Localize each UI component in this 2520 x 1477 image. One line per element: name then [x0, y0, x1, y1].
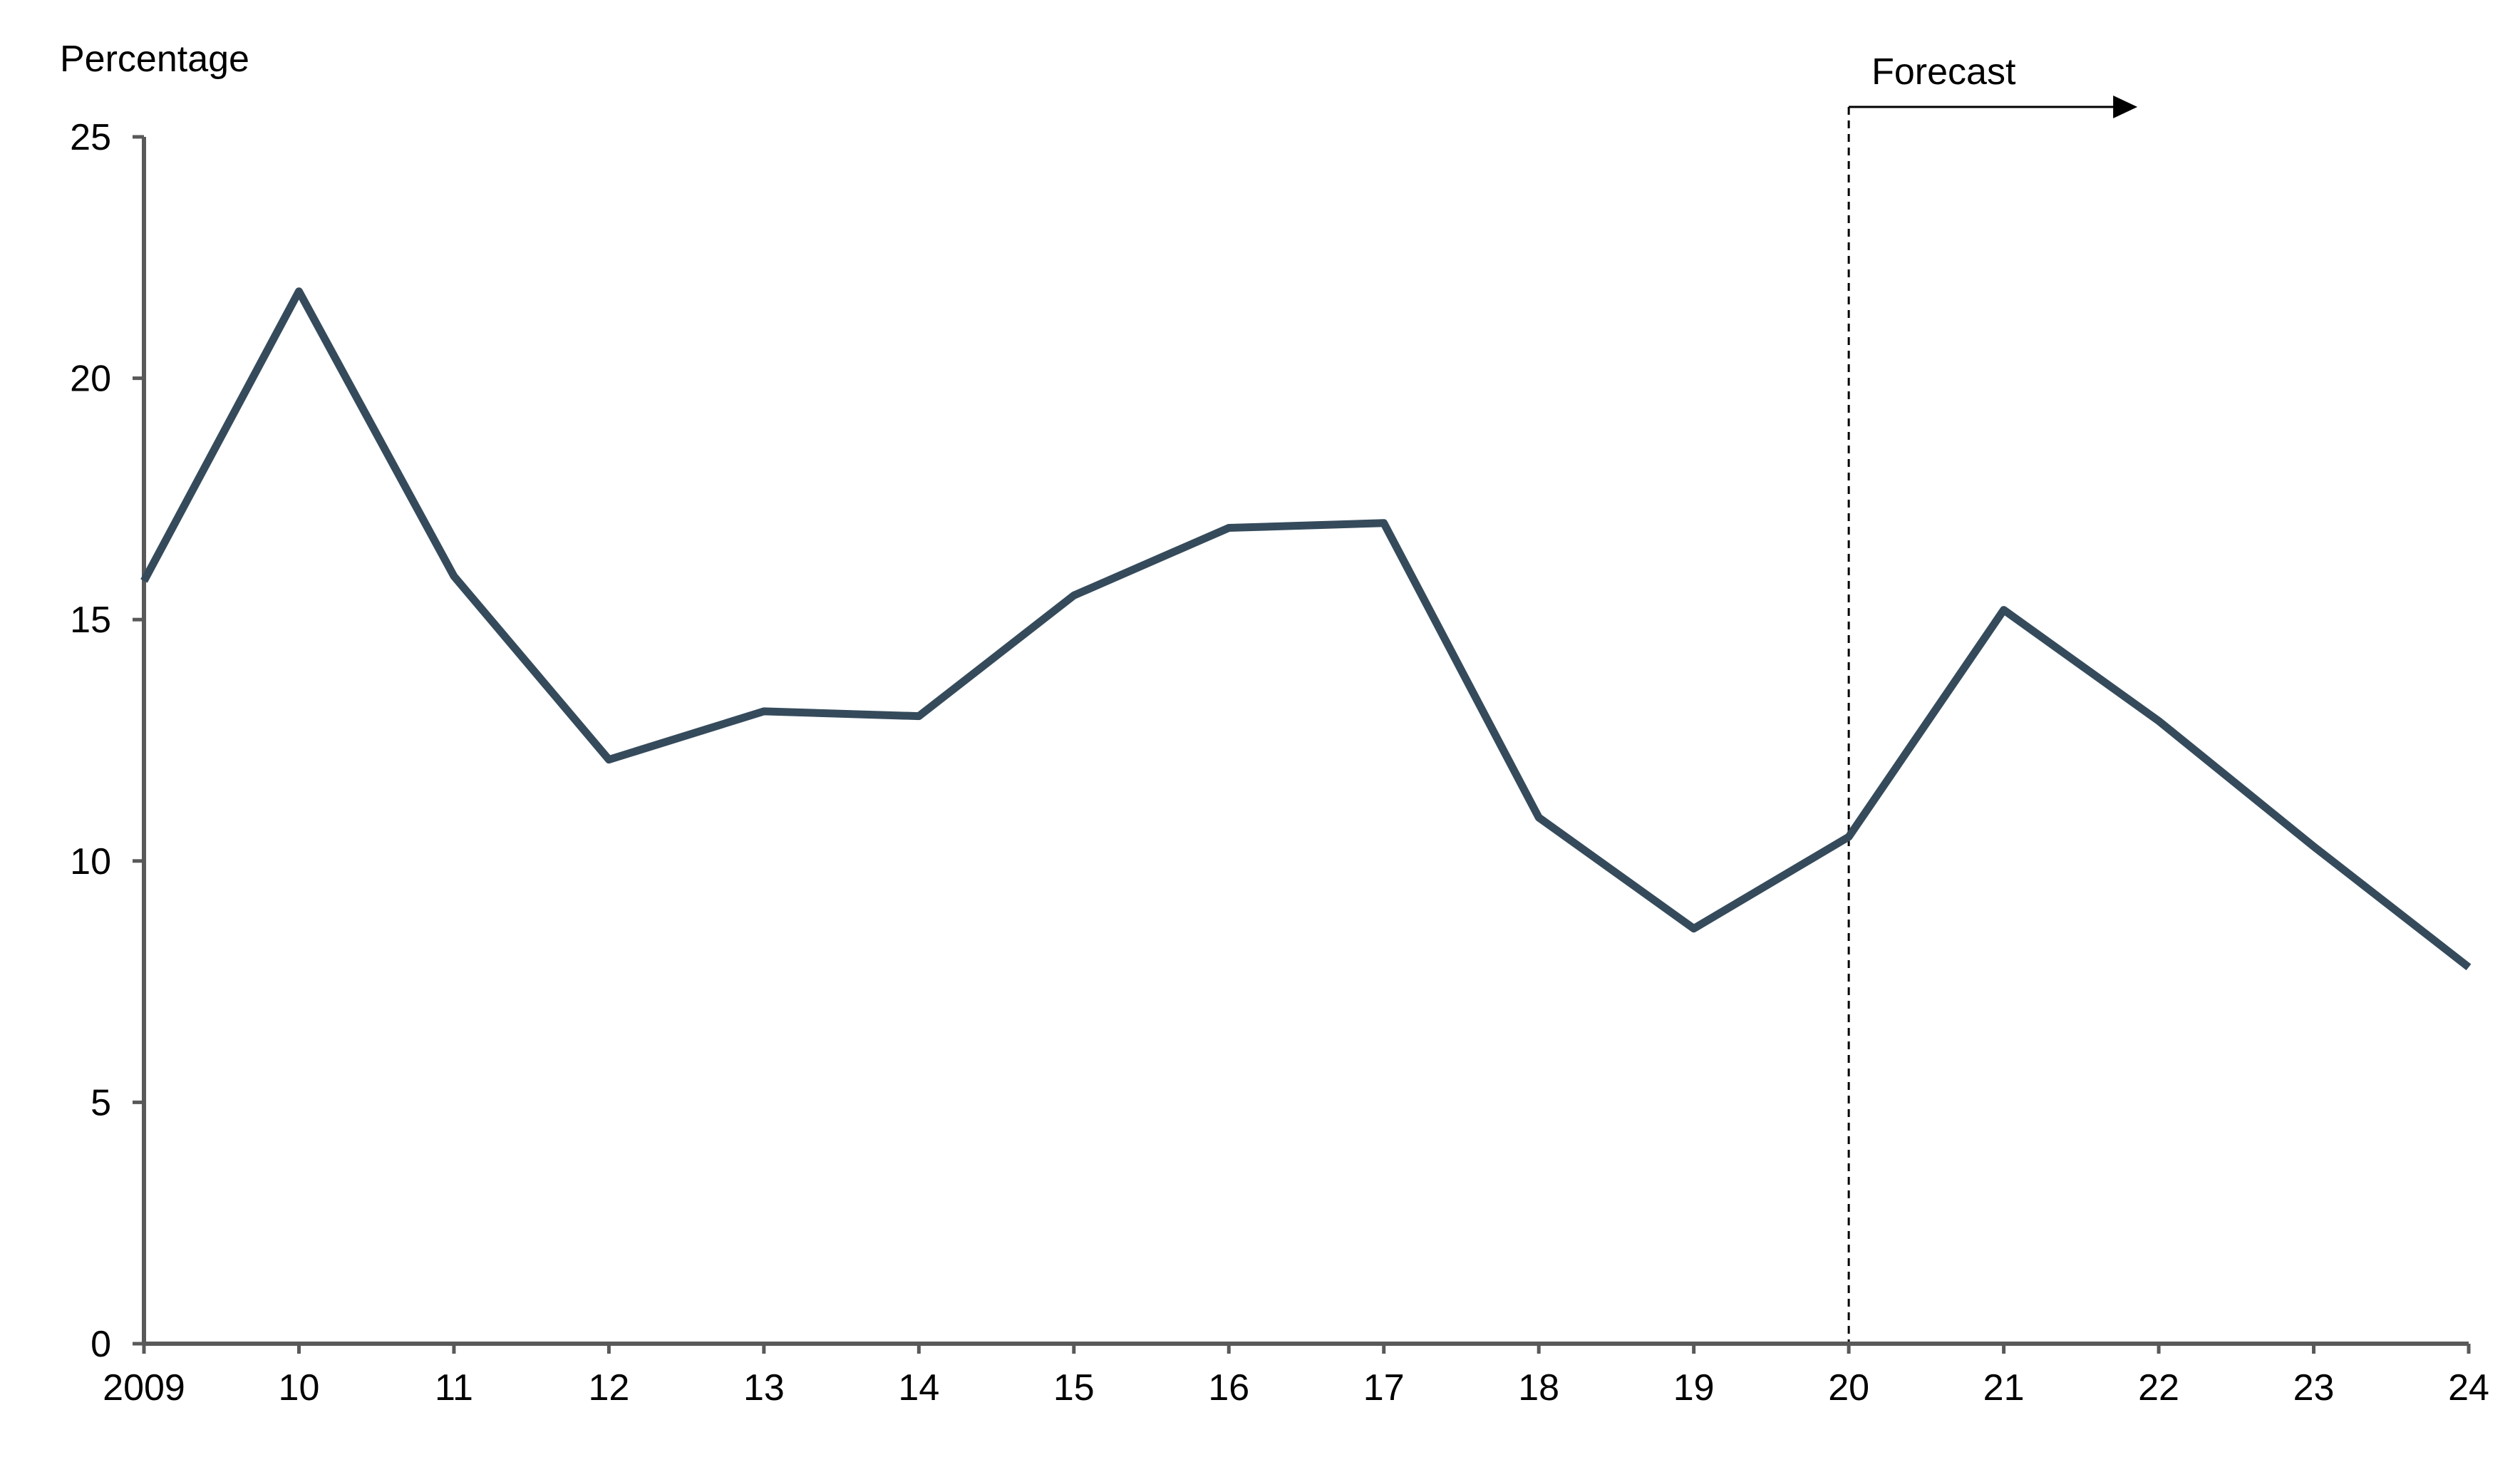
- forecast-annotation: Forecast: [1847, 51, 2138, 1344]
- x-tick-label: 12: [588, 1367, 629, 1409]
- y-tick-label: 10: [70, 841, 111, 882]
- x-tick-label: 22: [2138, 1367, 2179, 1409]
- x-tick-label: 15: [1053, 1367, 1095, 1409]
- y-axis: 0 5 10 15 20 25: [70, 117, 146, 1365]
- x-tick-label: 19: [1673, 1367, 1715, 1409]
- series-layer: [140, 287, 2472, 971]
- series-line: [140, 287, 2472, 971]
- x-tick-label: 18: [1518, 1367, 1559, 1409]
- x-tick-label: 16: [1208, 1367, 1249, 1409]
- x-tick-label: 21: [1983, 1367, 2025, 1409]
- x-tick-label: 11: [435, 1367, 473, 1409]
- x-tick-label: 17: [1363, 1367, 1405, 1409]
- x-tick-label: 14: [898, 1367, 939, 1409]
- y-tick-label: 15: [70, 599, 111, 641]
- forecast-label: Forecast: [1871, 51, 2016, 93]
- x-tick-label: 10: [279, 1367, 320, 1409]
- y-tick-label: 5: [91, 1082, 111, 1123]
- x-axis: 2009 10 11 12 13 14 15 16 17 18 19 20 21 22 23 24: [103, 1342, 2489, 1409]
- y-tick-label: 20: [70, 359, 111, 400]
- x-tick-label: 20: [1828, 1367, 1869, 1409]
- x-tick-label: 13: [743, 1367, 785, 1409]
- x-tick-label: 24: [2448, 1367, 2489, 1409]
- y-axis-title: Percentage: [60, 38, 249, 80]
- x-tick-label: 2009: [103, 1367, 185, 1409]
- x-tick-label: 23: [2293, 1367, 2335, 1409]
- forecast-arrowhead: [2113, 96, 2138, 118]
- y-tick-label: 25: [70, 117, 111, 158]
- y-tick-label: 0: [91, 1324, 111, 1365]
